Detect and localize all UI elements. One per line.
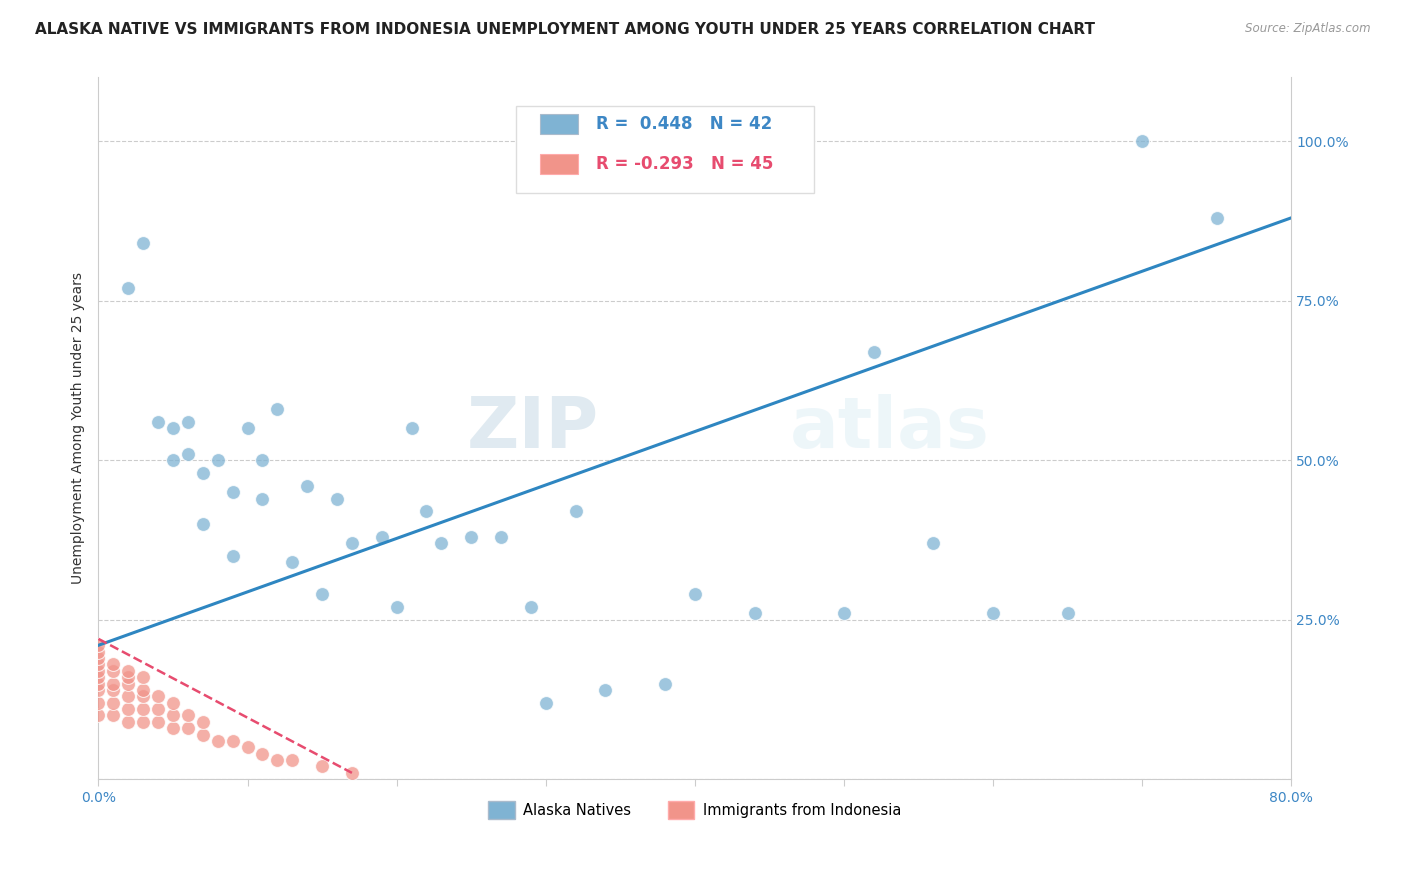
Point <box>117 670 139 684</box>
Point <box>87 670 110 684</box>
Point <box>87 638 110 652</box>
Point <box>117 664 139 678</box>
Point <box>385 599 408 614</box>
Point <box>252 453 274 467</box>
Point <box>87 645 110 659</box>
Point <box>162 453 184 467</box>
Point <box>191 517 214 532</box>
Text: atlas: atlas <box>790 394 990 463</box>
Point <box>221 734 243 748</box>
Point <box>295 479 318 493</box>
Point <box>832 607 855 621</box>
Point <box>146 714 169 729</box>
Point <box>87 657 110 672</box>
Point <box>117 702 139 716</box>
Point <box>103 664 125 678</box>
Point <box>117 690 139 704</box>
Point <box>132 690 155 704</box>
Point <box>132 682 155 697</box>
Point <box>683 587 706 601</box>
Point <box>117 676 139 690</box>
Point <box>1130 134 1153 148</box>
Point <box>1205 211 1227 225</box>
Point <box>132 670 155 684</box>
Point <box>340 765 363 780</box>
Point <box>177 721 200 735</box>
Point <box>236 740 259 755</box>
Point <box>191 728 214 742</box>
Point <box>520 599 543 614</box>
Point <box>177 708 200 723</box>
Point <box>595 682 617 697</box>
Text: R =  0.448   N = 42: R = 0.448 N = 42 <box>596 115 772 133</box>
Point <box>146 690 169 704</box>
Point <box>103 682 125 697</box>
Point <box>87 651 110 665</box>
Point <box>371 530 394 544</box>
Point <box>534 696 557 710</box>
Point <box>191 466 214 480</box>
Point <box>862 344 884 359</box>
Point <box>146 415 169 429</box>
Point <box>981 607 1004 621</box>
Point <box>266 753 288 767</box>
Y-axis label: Unemployment Among Youth under 25 years: Unemployment Among Youth under 25 years <box>72 272 86 584</box>
Point <box>281 555 304 569</box>
Text: Source: ZipAtlas.com: Source: ZipAtlas.com <box>1246 22 1371 36</box>
Point <box>415 504 437 518</box>
Point <box>87 676 110 690</box>
Point <box>460 530 482 544</box>
Point <box>162 721 184 735</box>
Point <box>564 504 586 518</box>
Point <box>340 536 363 550</box>
Point <box>162 708 184 723</box>
FancyBboxPatch shape <box>540 114 578 134</box>
Point <box>103 696 125 710</box>
Point <box>87 682 110 697</box>
Point <box>430 536 453 550</box>
Point <box>207 734 229 748</box>
Point <box>162 421 184 435</box>
Text: ALASKA NATIVE VS IMMIGRANTS FROM INDONESIA UNEMPLOYMENT AMONG YOUTH UNDER 25 YEA: ALASKA NATIVE VS IMMIGRANTS FROM INDONES… <box>35 22 1095 37</box>
Point <box>103 657 125 672</box>
Point <box>266 402 288 417</box>
Point <box>221 485 243 500</box>
Point <box>117 714 139 729</box>
Point <box>177 447 200 461</box>
Point <box>236 421 259 435</box>
Point <box>132 714 155 729</box>
Point <box>326 491 349 506</box>
Point <box>744 607 766 621</box>
Point <box>401 421 423 435</box>
Point <box>177 415 200 429</box>
Point <box>489 530 512 544</box>
Point <box>162 696 184 710</box>
Point <box>191 714 214 729</box>
FancyBboxPatch shape <box>540 154 578 174</box>
Point <box>207 453 229 467</box>
Point <box>87 696 110 710</box>
Point <box>281 753 304 767</box>
Point <box>146 702 169 716</box>
Point <box>87 708 110 723</box>
Legend: Alaska Natives, Immigrants from Indonesia: Alaska Natives, Immigrants from Indonesi… <box>482 795 907 824</box>
Point <box>1056 607 1078 621</box>
FancyBboxPatch shape <box>516 105 814 194</box>
Point <box>311 759 333 773</box>
Point <box>87 664 110 678</box>
Point <box>922 536 945 550</box>
Point <box>132 236 155 251</box>
Point <box>103 676 125 690</box>
Text: ZIP: ZIP <box>467 394 599 463</box>
Point <box>132 702 155 716</box>
Text: R = -0.293   N = 45: R = -0.293 N = 45 <box>596 155 773 173</box>
Point <box>103 708 125 723</box>
Point <box>252 491 274 506</box>
Point <box>221 549 243 563</box>
Point <box>117 281 139 295</box>
Point <box>311 587 333 601</box>
Point <box>252 747 274 761</box>
Point <box>654 676 676 690</box>
